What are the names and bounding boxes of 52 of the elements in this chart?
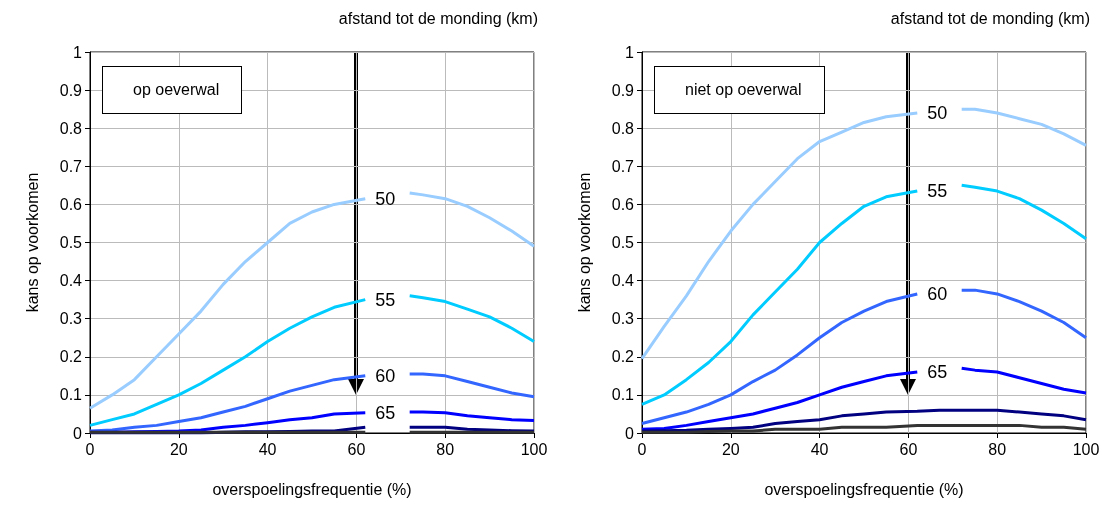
legend-title: afstand tot de monding (km) xyxy=(890,9,1091,27)
x-axis-title: overspoelingsfrequentie (%) xyxy=(212,480,412,498)
y-axis-title: kans op voorkomen xyxy=(23,172,41,313)
series-label: 65 xyxy=(375,402,396,423)
y-tick-label: 0 xyxy=(625,424,635,442)
y-tick-label: 0.6 xyxy=(59,195,83,213)
legend-title: afstand tot de monding (km) xyxy=(338,9,539,27)
y-tick-label: 0.4 xyxy=(59,272,83,290)
y-tick-label: 1 xyxy=(73,43,83,61)
x-axis-title: overspoelingsfrequentie (%) xyxy=(764,480,964,498)
y-tick-label: 1 xyxy=(625,43,635,61)
y-tick-label: 0.1 xyxy=(59,386,83,404)
series-label: 55 xyxy=(927,181,948,202)
y-tick-label: 0 xyxy=(73,424,83,442)
y-tick-label: 0.5 xyxy=(611,234,635,251)
y-tick-label: 0.3 xyxy=(59,310,83,328)
x-tick-label: 100 xyxy=(520,440,548,458)
y-axis-title: kans op voorkomen xyxy=(575,172,593,313)
x-tick-label: 60 xyxy=(899,440,918,458)
series-label: 65 xyxy=(927,362,948,383)
annotation: op oeverwal xyxy=(133,81,220,98)
x-tick-label: 20 xyxy=(169,440,188,458)
x-tick-label: 100 xyxy=(1072,440,1100,458)
y-tick-label: 0.9 xyxy=(59,81,83,99)
x-tick-label: 60 xyxy=(347,440,366,458)
x-tick-label: 40 xyxy=(810,440,829,458)
y-tick-label: 0.1 xyxy=(611,386,635,404)
y-tick-label: 0.6 xyxy=(611,195,635,213)
y-tick-label: 0.8 xyxy=(611,119,635,137)
y-tick-label: 0.7 xyxy=(59,157,83,175)
series-label: 60 xyxy=(375,365,396,386)
label-box: niet op oeverwal xyxy=(654,66,825,114)
label-box: op oeverwal xyxy=(102,66,243,114)
x-tick-label: 0 xyxy=(85,440,95,458)
x-tick-label: 40 xyxy=(258,440,277,458)
series-label: 60 xyxy=(927,283,948,304)
x-tick-label: 0 xyxy=(637,440,647,458)
series-label: 50 xyxy=(927,102,948,123)
annotation: niet op oeverwal xyxy=(685,81,802,98)
y-tick-label: 0.2 xyxy=(611,348,635,366)
x-tick-label: 80 xyxy=(436,440,455,458)
x-tick-label: 80 xyxy=(988,440,1007,458)
series-label: 50 xyxy=(375,188,396,209)
y-tick-label: 0.8 xyxy=(59,119,83,137)
x-tick-label: 20 xyxy=(721,440,740,458)
y-tick-label: 0.7 xyxy=(611,157,635,175)
y-tick-label: 0.3 xyxy=(611,310,635,328)
y-tick-label: 0.9 xyxy=(611,81,635,99)
y-tick-label: 0.4 xyxy=(611,272,635,290)
series-label: 55 xyxy=(375,289,396,310)
y-tick-label: 0.2 xyxy=(59,348,83,366)
y-tick-label: 0.5 xyxy=(59,234,83,251)
